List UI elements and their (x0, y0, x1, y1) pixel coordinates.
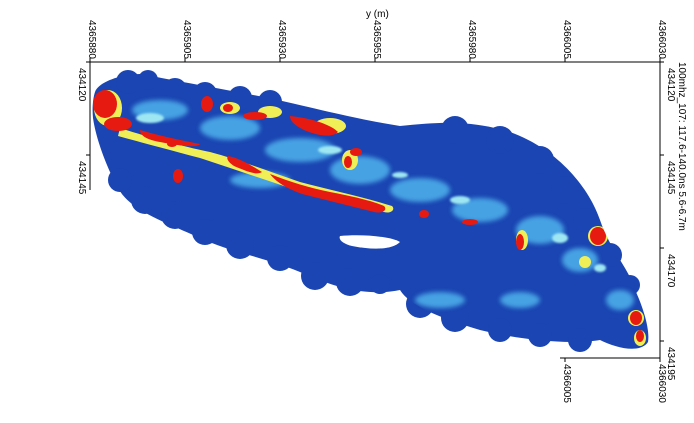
right-tick-label: 434145 (665, 161, 676, 195)
bottom-tick-label: 4366005 (561, 364, 572, 403)
top-tick-label: 4365930 (276, 20, 287, 59)
bottom-tick-label: 4366030 (656, 364, 667, 403)
top-tick-label: 4365955 (371, 20, 382, 59)
top-tick-label: 4366030 (656, 20, 667, 59)
survey-gap (339, 235, 400, 249)
top-tick-label: 4366005 (561, 20, 572, 59)
left-tick-label: 434120 (76, 68, 87, 102)
right-tick-label: 434170 (665, 254, 676, 288)
high-amplitude-anomalies (93, 90, 644, 342)
right-tick-label: 434120 (665, 68, 676, 102)
top-tick-label: 4365880 (86, 20, 97, 59)
anomaly-layer (93, 90, 646, 346)
tick-marks (86, 58, 664, 362)
y-axis-title: y (m) (366, 9, 389, 20)
slice-caption: 100mhz_107: 117.6-140.0ns 5.6-6.7m (676, 62, 687, 231)
top-tick-label: 4365905 (181, 20, 192, 59)
left-tick-label: 434145 (76, 161, 87, 195)
top-tick-label: 4365980 (466, 20, 477, 59)
